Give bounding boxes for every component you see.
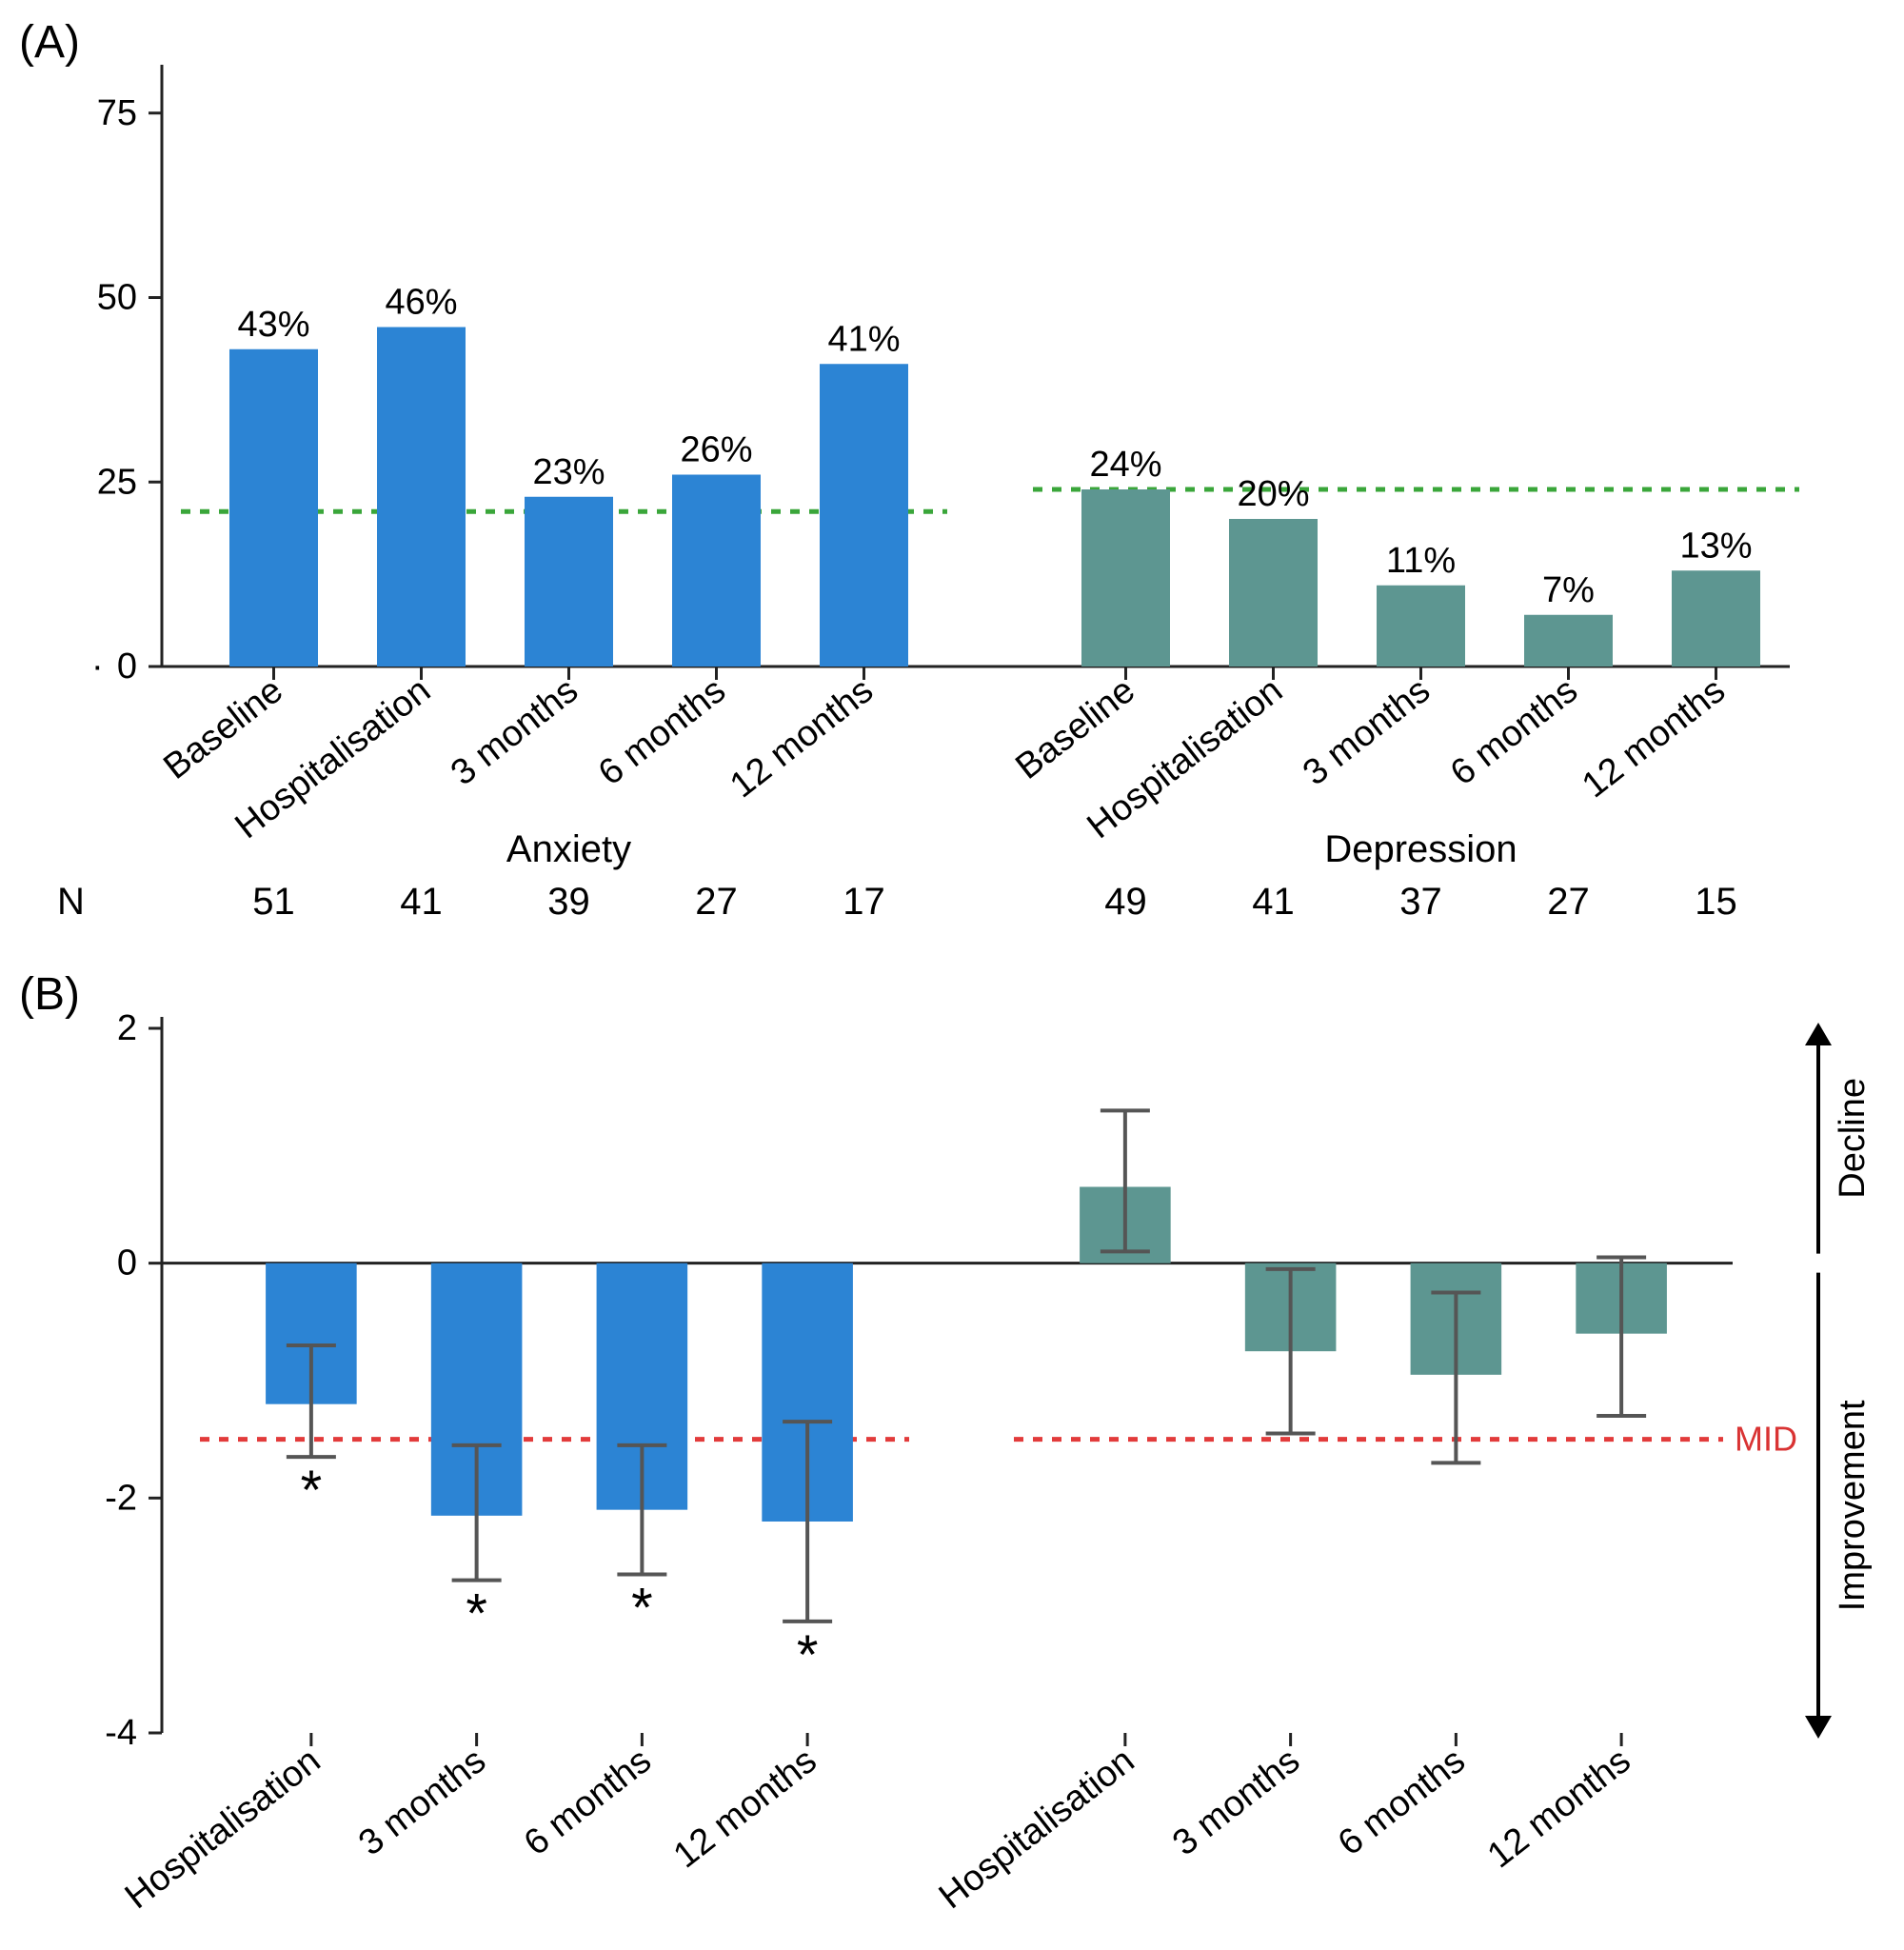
svg-text:24%: 24%	[1089, 445, 1161, 485]
svg-text:*: *	[466, 1583, 487, 1645]
panel-b-bars: * Hospitalisation * 3 months * 6 months * 12 mo…	[118, 1110, 1667, 1917]
svg-text:3 months: 3 months	[1296, 670, 1438, 793]
svg-text:3 months: 3 months	[351, 1741, 493, 1863]
panel-a-groupnames: Anxiety Depression	[506, 828, 1517, 870]
panel-a-yticks: 0 25 50 75 ·	[91, 93, 162, 686]
svg-text:41: 41	[400, 881, 443, 923]
svg-text:-2: -2	[105, 1478, 137, 1518]
svg-text:2: 2	[117, 1008, 137, 1048]
svg-text:Anxiety: Anxiety	[506, 828, 631, 870]
svg-text:3 months: 3 months	[1165, 1741, 1307, 1863]
svg-text:*: *	[301, 1460, 323, 1522]
svg-text:46%: 46%	[385, 283, 457, 323]
bar	[229, 349, 318, 667]
panel-a-n-row: 51 41 39 27 17 49 41 37 27 15	[252, 881, 1737, 923]
svg-text:Baseline: Baseline	[156, 670, 290, 787]
svg-text:25: 25	[97, 462, 137, 502]
svg-text:15: 15	[1695, 881, 1737, 923]
panel-b-yticks: -4 -2 0 2	[105, 1008, 162, 1753]
svg-text:49: 49	[1104, 881, 1147, 923]
panel-b-direction-indicator: Decline Improvement	[1805, 1023, 1873, 1739]
svg-text:6 months: 6 months	[1443, 670, 1585, 793]
svg-text:3 months: 3 months	[444, 670, 585, 793]
svg-text:12 months: 12 months	[1575, 670, 1733, 806]
svg-text:11%: 11%	[1386, 541, 1456, 581]
svg-text:Baseline: Baseline	[1008, 670, 1142, 787]
panel-a-label: (A)	[19, 17, 80, 68]
panel-a-bars: 43%Baseline46%Hospitalisation23%3 months…	[156, 283, 1760, 847]
svg-text:*: *	[797, 1624, 819, 1686]
svg-text:·: ·	[91, 647, 104, 686]
svg-text:43%: 43%	[237, 305, 309, 345]
svg-text:Hospitalisation: Hospitalisation	[118, 1741, 328, 1917]
svg-text:-4: -4	[105, 1713, 137, 1753]
bar	[1229, 519, 1318, 667]
svg-text:0: 0	[117, 647, 137, 686]
svg-text:12 months: 12 months	[1480, 1741, 1638, 1876]
svg-text:Hospitalisation: Hospitalisation	[932, 1741, 1142, 1917]
panel-b-label: (B)	[19, 969, 80, 1020]
bar	[1672, 570, 1760, 667]
svg-text:*: *	[631, 1578, 653, 1640]
svg-text:6 months: 6 months	[517, 1741, 659, 1863]
svg-text:37: 37	[1399, 881, 1442, 923]
svg-text:20%: 20%	[1237, 474, 1309, 514]
svg-text:Improvement: Improvement	[1833, 1400, 1873, 1611]
svg-text:27: 27	[695, 881, 738, 923]
svg-text:6 months: 6 months	[1331, 1741, 1473, 1863]
bar	[377, 328, 466, 667]
bar	[820, 364, 908, 667]
svg-text:0: 0	[117, 1244, 137, 1283]
panel-b: (B) -4 -2 0 2 * Hospitalisation * 3 months * 6 m…	[0, 952, 1904, 1950]
svg-text:41%: 41%	[827, 319, 900, 359]
svg-text:Decline: Decline	[1833, 1078, 1873, 1199]
svg-text:17: 17	[843, 881, 885, 923]
svg-text:50: 50	[97, 278, 137, 318]
svg-text:23%: 23%	[532, 452, 605, 492]
bar	[1524, 615, 1613, 667]
svg-text:41: 41	[1252, 881, 1295, 923]
bar	[525, 497, 613, 667]
svg-text:26%: 26%	[680, 430, 752, 470]
panel-a: (A) 0255075· 43%Baseline46%Hospitalisati…	[0, 0, 1904, 952]
svg-text:6 months: 6 months	[591, 670, 733, 793]
svg-text:27: 27	[1547, 881, 1590, 923]
svg-text:51: 51	[252, 881, 295, 923]
bar	[1377, 586, 1465, 667]
svg-text:12 months: 12 months	[666, 1741, 824, 1876]
bar	[1081, 489, 1170, 667]
figure: (A) 0 25 50 75 · 43% Baseline 46% Hospitalisati…	[0, 0, 1904, 1950]
svg-text:Depression: Depression	[1324, 828, 1517, 870]
svg-text:7%: 7%	[1542, 570, 1595, 610]
svg-text:13%: 13%	[1679, 526, 1752, 566]
bar	[672, 475, 761, 667]
panel-a-n-label: N	[57, 881, 85, 923]
svg-text:75: 75	[97, 93, 137, 133]
svg-text:39: 39	[547, 881, 590, 923]
panel-b-mid-label: MID	[1735, 1420, 1797, 1459]
svg-text:12 months: 12 months	[723, 670, 881, 806]
